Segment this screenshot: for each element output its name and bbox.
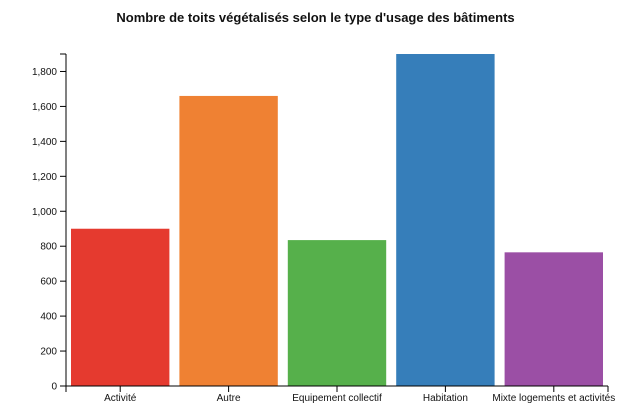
y-tick-label-9: 1,800 [32,67,57,78]
y-tick-label-1: 200 [40,347,57,358]
y-tick-label-4: 800 [40,242,57,253]
x-tick-label-2: Equipement collectif [292,393,382,404]
bar-5 [504,252,603,386]
y-axis: 0 200 400 600 800 1,000 1,200 1,400 1,600 1,800 [32,53,67,393]
y-tick-label-3: 600 [40,277,57,288]
bar-2 [179,95,278,387]
y-tick-label-2: 400 [40,312,57,323]
x-tick-label-0: Activité [104,393,137,404]
bars-group [71,54,603,387]
bar-3 [287,240,387,386]
x-tick-label-1: Autre [217,393,241,404]
y-tick-label-5: 1,000 [32,207,57,218]
y-tick-label-7: 1,400 [32,137,57,148]
bar-1 [71,228,170,386]
x-axis: Activité Autre Equipement collectif Habitat… [65,385,615,404]
x-tick-label-4: Mixte logements et activités [492,393,615,404]
bar-4 [396,54,495,386]
chart-title: Nombre de toits végétalisés selon le typ… [116,10,515,25]
y-tick-label-0: 0 [51,382,57,393]
x-tick-label-3: Habitation [423,393,468,404]
y-tick-label-6: 1,200 [32,172,57,183]
y-tick-label-8: 1,600 [32,102,57,113]
